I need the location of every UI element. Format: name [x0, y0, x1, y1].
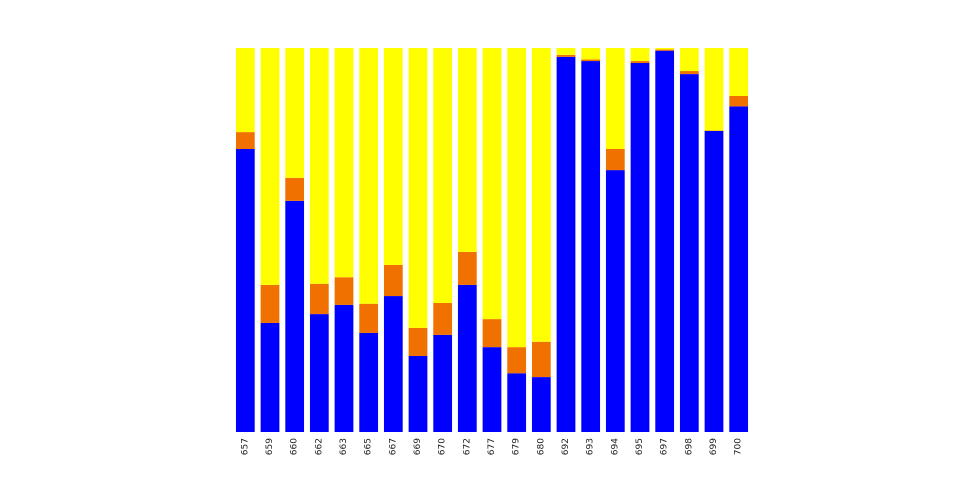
- bar-segment-657-2: [235, 48, 255, 133]
- bar-segment-659-2: [260, 48, 280, 285]
- bar-segment-679-2: [507, 48, 527, 348]
- bar-segment-665-0: [359, 332, 379, 432]
- bar-segment-697-1: [655, 49, 675, 51]
- bar-segment-663-1: [334, 277, 354, 305]
- bar-segment-660-1: [285, 177, 305, 201]
- bars-group: [235, 48, 749, 433]
- bar-segment-672-2: [457, 48, 477, 252]
- bar-segment-693-1: [581, 59, 601, 62]
- bar-segment-662-0: [309, 314, 329, 432]
- bar-segment-662-2: [309, 48, 329, 284]
- bar-segment-660-2: [285, 48, 305, 178]
- x-tick-label-657: 657: [240, 438, 250, 455]
- bar-segment-677-2: [482, 48, 502, 320]
- bar-segment-677-0: [482, 347, 502, 432]
- bar-segment-692-0: [556, 56, 576, 432]
- bar-segment-694-0: [605, 170, 625, 433]
- bar-segment-680-1: [531, 341, 551, 378]
- bar-segment-659-1: [260, 284, 280, 323]
- x-tick-label-692: 692: [561, 438, 571, 455]
- bar-segment-659-0: [260, 322, 280, 432]
- bar-segment-695-2: [630, 48, 650, 62]
- bar-segment-695-1: [630, 61, 650, 63]
- x-tick-label-680: 680: [536, 438, 546, 455]
- bar-segment-665-1: [359, 303, 379, 333]
- x-tick-label-699: 699: [709, 438, 719, 455]
- x-tick-label-694: 694: [610, 438, 620, 455]
- x-tick-label-667: 667: [388, 438, 398, 455]
- bar-segment-698-1: [679, 71, 699, 75]
- x-tick-label-660: 660: [290, 438, 300, 455]
- x-tick-label-669: 669: [413, 438, 423, 455]
- bar-segment-699-2: [704, 48, 724, 131]
- bar-segment-669-2: [408, 48, 428, 328]
- bar-segment-660-0: [285, 200, 305, 432]
- bar-segment-693-2: [581, 48, 601, 60]
- x-tick-labels: 657 659 660 662 663 665 667 669 670 672 677 679 680 6…: [240, 438, 743, 455]
- x-tick-label-672: 672: [462, 438, 472, 455]
- bar-segment-657-1: [235, 132, 255, 149]
- bar-segment-694-1: [605, 148, 625, 171]
- bar-segment-667-2: [383, 48, 403, 265]
- bar-segment-693-0: [581, 61, 601, 433]
- bar-segment-670-0: [433, 334, 453, 432]
- bar-segment-677-1: [482, 319, 502, 348]
- x-tick-label-670: 670: [438, 438, 448, 455]
- bar-segment-672-0: [457, 284, 477, 432]
- bar-segment-665-2: [359, 48, 379, 304]
- bar-segment-663-0: [334, 304, 354, 432]
- bar-segment-670-2: [433, 48, 453, 303]
- bar-segment-680-0: [531, 377, 551, 432]
- bar-segment-670-1: [433, 302, 453, 335]
- x-tick-label-695: 695: [635, 438, 645, 455]
- x-tick-label-677: 677: [487, 438, 497, 455]
- x-tick-label-697: 697: [660, 438, 670, 455]
- x-tick-label-663: 663: [339, 438, 349, 455]
- bar-segment-667-1: [383, 264, 403, 297]
- bar-segment-699-0: [704, 130, 724, 432]
- bar-segment-679-0: [507, 373, 527, 432]
- bar-segment-697-0: [655, 50, 675, 432]
- x-tick-label-693: 693: [586, 438, 596, 455]
- bar-segment-700-2: [729, 48, 749, 96]
- bar-segment-680-2: [531, 48, 551, 342]
- bar-segment-667-0: [383, 296, 403, 432]
- x-tick-label-698: 698: [684, 438, 694, 455]
- x-tick-label-665: 665: [364, 438, 374, 455]
- x-tick-label-679: 679: [512, 438, 522, 455]
- bar-segment-698-0: [679, 74, 699, 433]
- x-tick-label-700: 700: [734, 438, 744, 455]
- bar-segment-695-0: [630, 62, 650, 432]
- bar-segment-694-2: [605, 48, 625, 149]
- bar-segment-698-2: [679, 48, 699, 72]
- bar-segment-669-0: [408, 355, 428, 432]
- bar-segment-657-0: [235, 148, 255, 433]
- x-tick-label-659: 659: [265, 438, 275, 455]
- bar-segment-662-1: [309, 283, 329, 315]
- bar-segment-663-2: [334, 48, 354, 278]
- bar-segment-700-0: [729, 106, 749, 433]
- x-tick-label-662: 662: [314, 438, 324, 455]
- bar-segment-692-1: [556, 54, 576, 57]
- bar-segment-692-2: [556, 48, 576, 55]
- bar-segment-697-2: [655, 48, 675, 50]
- bar-segment-672-1: [457, 251, 477, 285]
- bar-segment-669-1: [408, 327, 428, 356]
- bar-segment-679-1: [507, 347, 527, 374]
- bar-segment-700-1: [729, 96, 749, 107]
